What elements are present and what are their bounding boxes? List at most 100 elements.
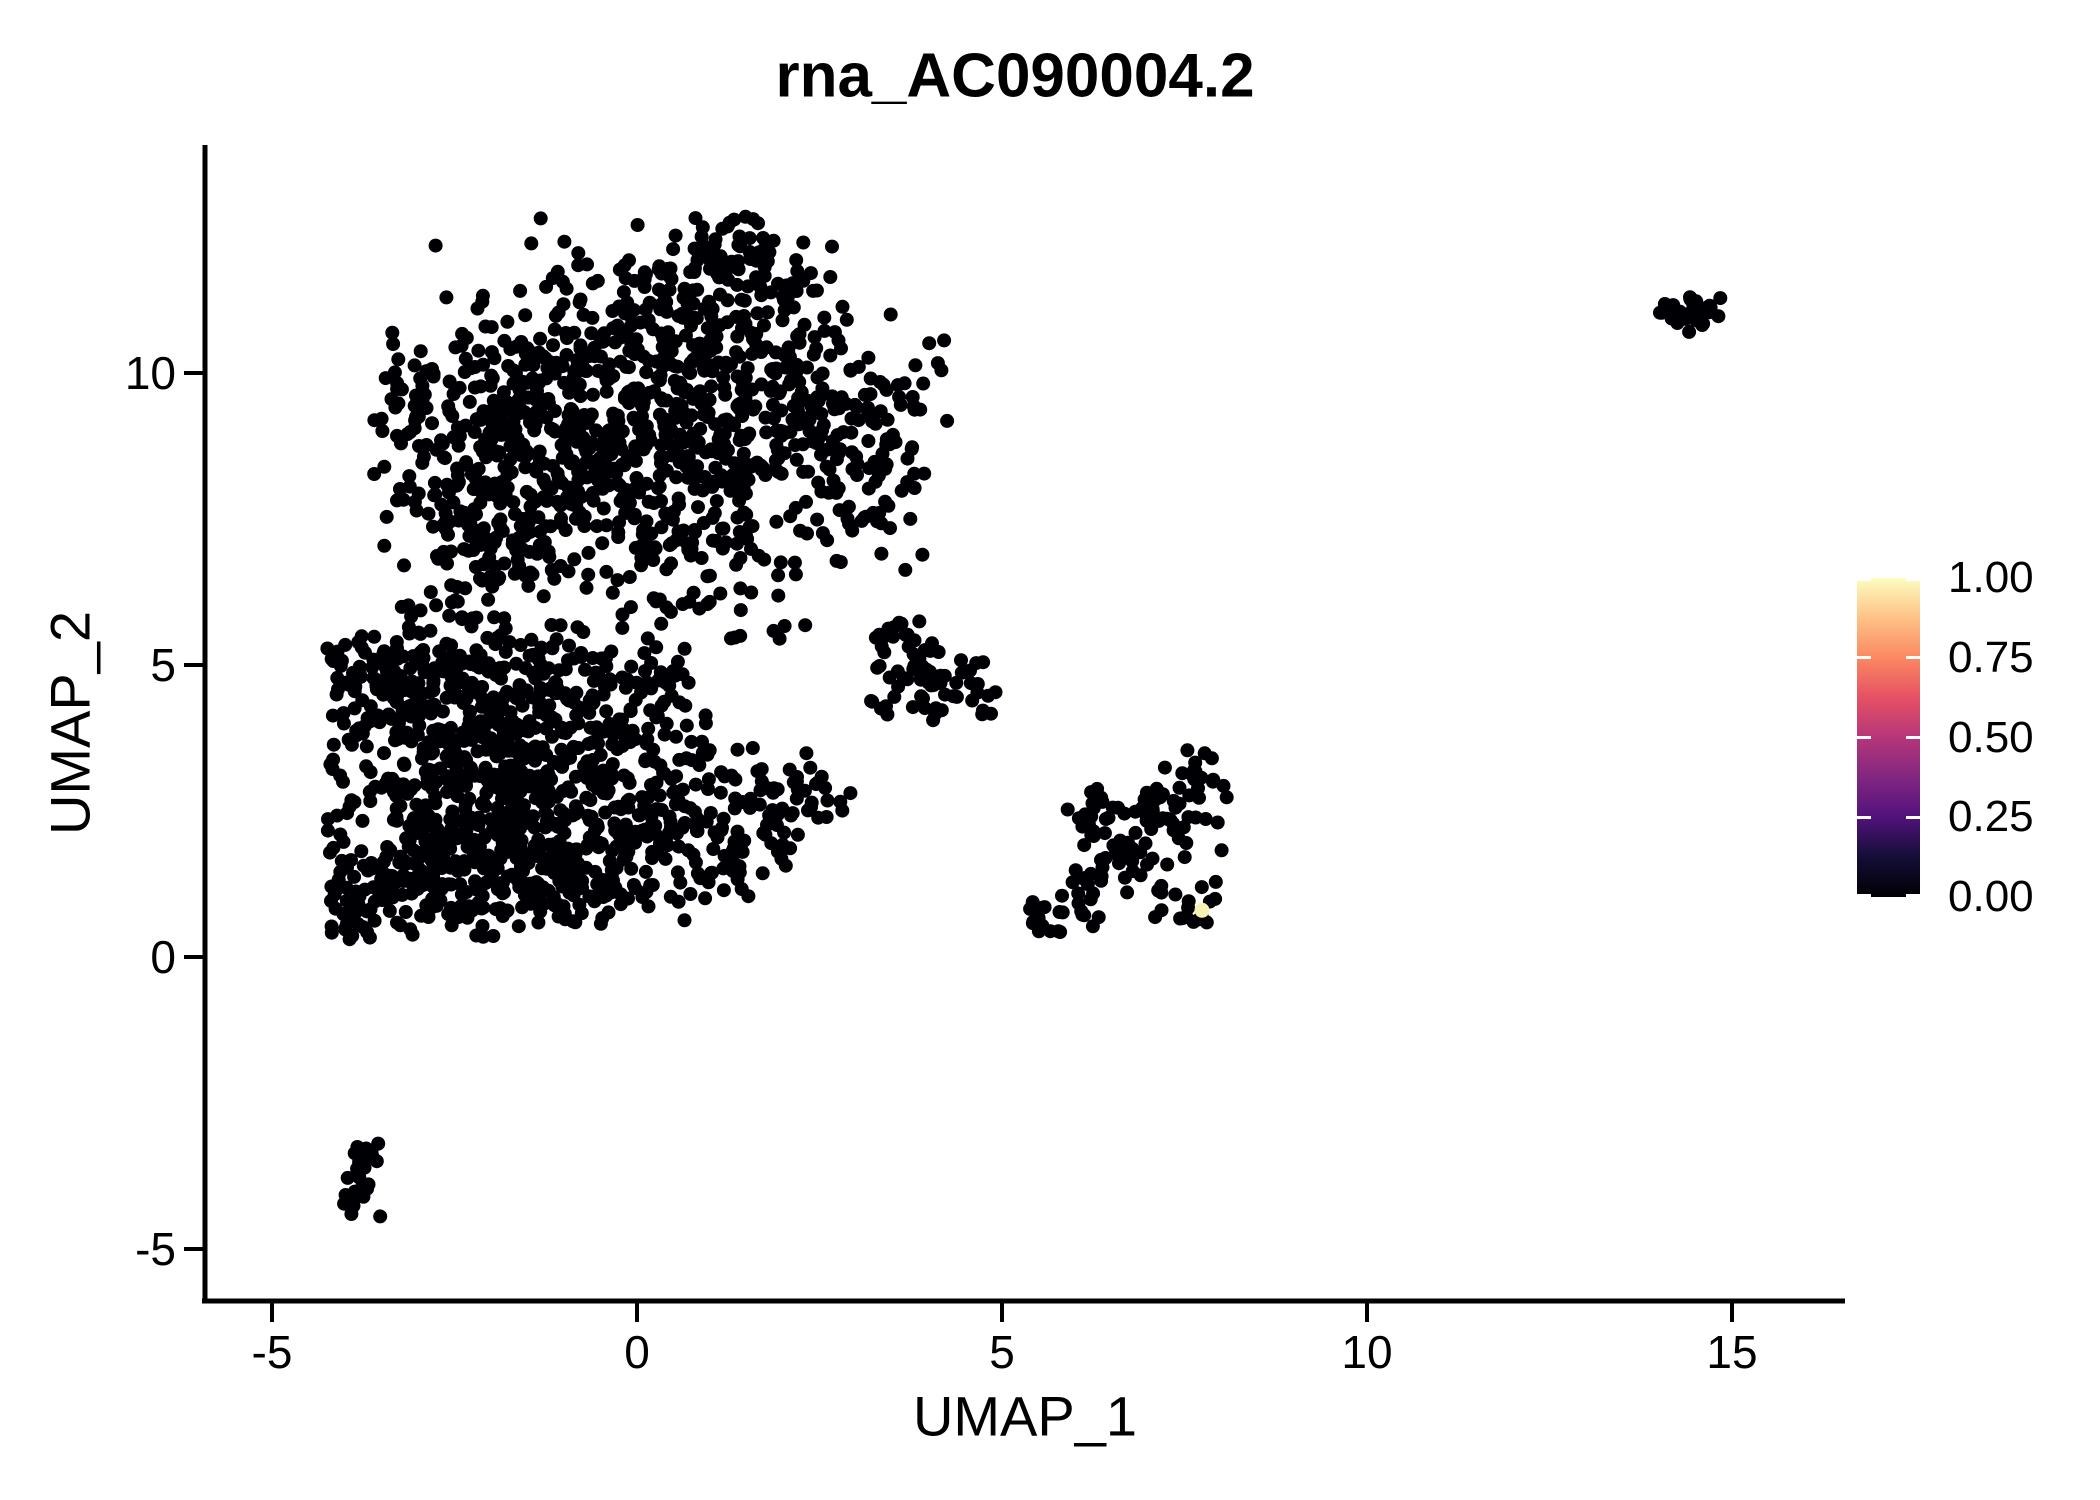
data-point — [390, 874, 405, 889]
data-point — [455, 612, 470, 627]
data-point — [460, 839, 475, 854]
data-point — [789, 452, 804, 467]
data-point — [367, 629, 382, 644]
data-point — [1097, 826, 1112, 841]
data-point — [602, 478, 616, 493]
data-point — [1074, 904, 1089, 919]
data-point — [431, 722, 446, 737]
data-point — [1094, 852, 1108, 867]
data-point — [550, 264, 565, 279]
data-point — [515, 900, 530, 915]
data-point — [351, 635, 366, 650]
data-point — [527, 423, 542, 438]
data-point — [438, 451, 452, 466]
data-point — [738, 432, 753, 447]
data-point — [604, 644, 619, 659]
data-point — [655, 359, 670, 374]
data-point — [690, 459, 705, 474]
data-point — [729, 536, 744, 551]
data-point — [632, 485, 647, 500]
data-point — [426, 519, 440, 534]
data-point — [692, 601, 707, 616]
data-point — [445, 804, 460, 819]
data-point — [721, 272, 736, 287]
data-point — [530, 546, 545, 561]
data-point — [483, 378, 498, 393]
data-point — [832, 503, 847, 518]
data-point — [673, 875, 688, 890]
data-point — [462, 713, 477, 727]
data-point — [561, 480, 576, 495]
data-point — [403, 922, 418, 937]
data-point — [724, 768, 739, 783]
data-point — [549, 632, 564, 647]
data-point — [1055, 905, 1070, 920]
data-point — [417, 843, 432, 858]
data-point — [798, 618, 813, 633]
data-point — [829, 553, 844, 568]
data-point — [814, 484, 829, 499]
data-point — [503, 439, 518, 453]
data-point — [868, 460, 883, 475]
data-point — [727, 456, 742, 471]
data-point — [851, 413, 866, 428]
data-point — [492, 398, 507, 413]
data-point — [745, 741, 760, 755]
data-point — [467, 502, 482, 517]
data-point — [914, 689, 929, 704]
data-point — [368, 779, 383, 794]
data-point — [708, 232, 723, 247]
data-point — [903, 511, 918, 526]
data-point — [905, 700, 920, 715]
data-point — [679, 718, 694, 733]
data-point — [1157, 760, 1172, 775]
data-point — [440, 556, 454, 571]
data-point — [571, 473, 586, 487]
data-point — [640, 790, 655, 805]
data-point — [566, 695, 581, 710]
data-point — [513, 873, 528, 887]
data-point — [413, 626, 428, 641]
data-point — [712, 252, 727, 267]
data-point — [435, 435, 450, 450]
data-point — [704, 379, 719, 394]
data-point — [453, 905, 468, 919]
data-point — [666, 242, 681, 257]
data-point — [861, 434, 876, 448]
data-point — [775, 424, 790, 439]
data-point — [787, 555, 802, 570]
data-point — [717, 848, 732, 863]
data-point — [562, 385, 577, 400]
data-point — [596, 890, 611, 904]
data-point — [459, 455, 474, 470]
data-point — [571, 246, 586, 261]
data-point — [459, 885, 474, 899]
data-point — [713, 586, 728, 601]
data-point — [390, 777, 405, 792]
data-point — [917, 663, 932, 678]
data-point — [393, 482, 407, 496]
data-point — [641, 721, 656, 736]
data-point — [1139, 785, 1154, 800]
data-point — [652, 468, 667, 483]
data-point — [694, 551, 709, 565]
data-point — [479, 450, 493, 465]
data-point — [908, 358, 923, 373]
data-point — [698, 891, 713, 906]
data-point — [1182, 788, 1197, 803]
data-point — [541, 359, 556, 374]
data-point — [444, 544, 458, 559]
data-point — [628, 540, 643, 555]
data-point — [366, 880, 381, 895]
data-point — [1053, 925, 1068, 939]
data-point — [683, 887, 698, 901]
data-point — [671, 524, 686, 539]
data-point — [820, 442, 835, 457]
data-point — [839, 312, 854, 327]
data-point — [432, 644, 447, 659]
data-point — [929, 673, 944, 688]
data-point — [1145, 803, 1160, 818]
data-point — [773, 555, 788, 570]
data-point — [830, 428, 845, 443]
data-point — [468, 658, 483, 673]
